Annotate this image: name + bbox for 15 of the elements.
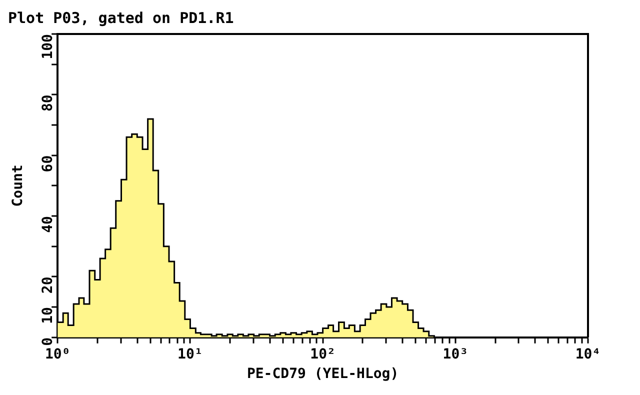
x-tick-label: 10⁴ bbox=[575, 346, 601, 362]
y-tick-label: 80 bbox=[40, 94, 56, 112]
y-tick-label: 40 bbox=[40, 216, 56, 233]
y-tick-label: 100 bbox=[40, 34, 56, 60]
y-tick-label: 0 bbox=[40, 337, 56, 346]
y-tick-label: 20 bbox=[40, 276, 56, 294]
x-axis-title: PE-CD79 (YEL-HLog) bbox=[246, 366, 399, 382]
x-tick-label: 10¹ bbox=[178, 346, 203, 362]
y-tick-label: 60 bbox=[40, 155, 56, 172]
x-tick-label: 10² bbox=[310, 346, 336, 362]
chart-title: Plot P03, gated on PD1.R1 bbox=[8, 8, 234, 27]
y-tick-label: 10 bbox=[40, 307, 56, 324]
x-tick-label: 10³ bbox=[442, 346, 468, 362]
y-axis-title: Count bbox=[10, 164, 26, 207]
x-tick-label: 10⁰ bbox=[44, 346, 70, 362]
